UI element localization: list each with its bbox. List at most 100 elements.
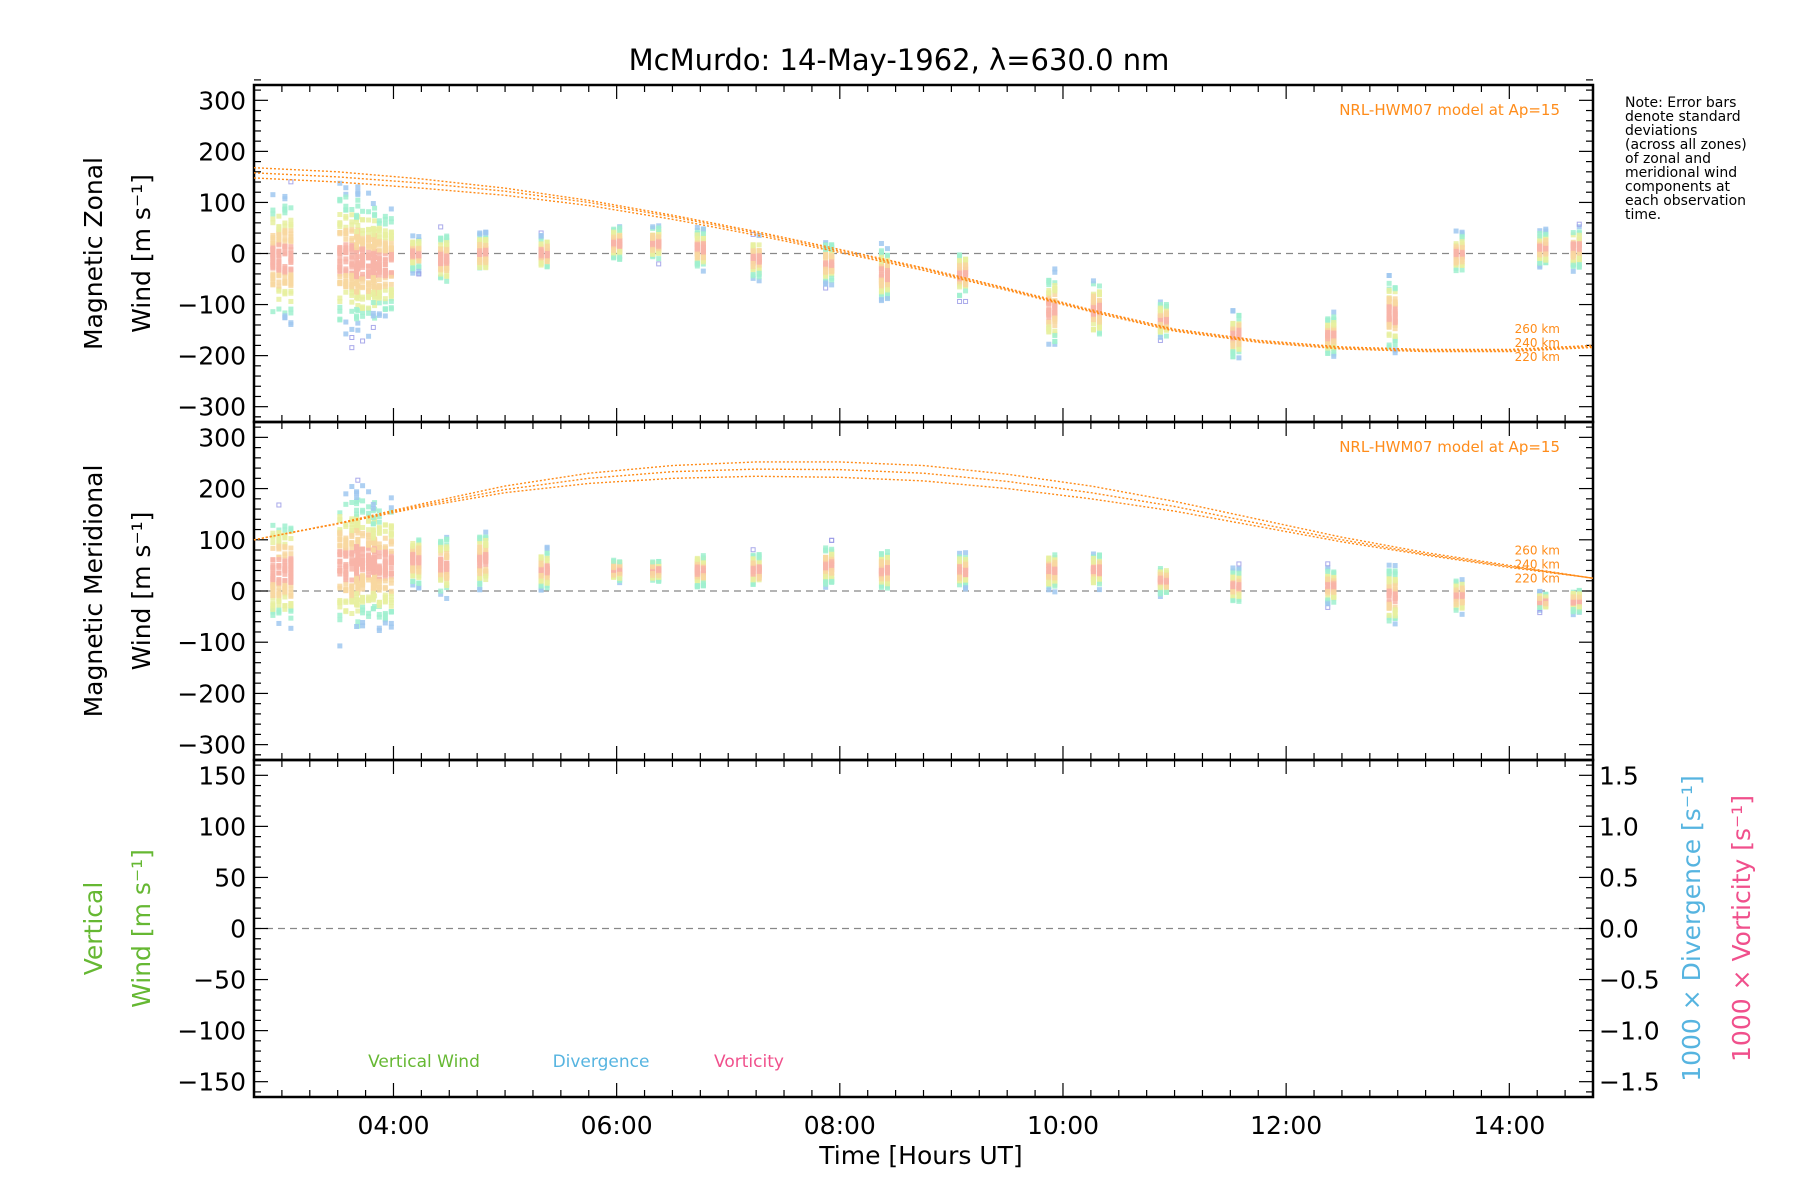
observation-sample bbox=[694, 556, 700, 562]
observation-sample bbox=[349, 248, 355, 254]
observation-sample bbox=[650, 241, 656, 247]
observation-sample bbox=[416, 550, 422, 556]
observation-sample bbox=[538, 555, 544, 561]
observation-sample bbox=[282, 223, 288, 229]
observation-sample bbox=[884, 277, 890, 283]
observation-sample bbox=[343, 256, 349, 262]
observation-sample bbox=[477, 568, 483, 574]
observation-sample bbox=[370, 243, 376, 249]
observation-sample bbox=[354, 511, 360, 517]
observation-sample bbox=[276, 242, 282, 248]
observation-sample bbox=[1392, 613, 1398, 619]
observation-sample bbox=[544, 245, 550, 251]
observation-sample bbox=[444, 258, 450, 264]
observation-sample bbox=[360, 577, 366, 583]
observation-sample bbox=[544, 263, 550, 269]
observation-sample bbox=[270, 273, 276, 279]
observation-sample bbox=[370, 521, 376, 527]
observation-sample bbox=[349, 592, 355, 598]
observation-sample bbox=[355, 619, 361, 625]
observation-sample bbox=[878, 572, 884, 578]
observation-sample bbox=[337, 597, 343, 603]
observation-sample bbox=[337, 604, 343, 610]
observation-sample bbox=[343, 491, 349, 497]
observation-sample bbox=[483, 529, 489, 535]
observation-sample bbox=[366, 510, 372, 516]
observation-sample bbox=[1163, 303, 1169, 309]
observation-sample bbox=[376, 265, 382, 271]
observation-sample bbox=[1576, 232, 1582, 238]
observation-sample bbox=[337, 251, 343, 257]
observation-sample bbox=[343, 215, 349, 221]
observation-sample bbox=[360, 498, 366, 504]
observation-sample bbox=[477, 556, 483, 562]
observation-sample bbox=[1163, 589, 1169, 595]
observation-sample bbox=[1096, 314, 1102, 320]
observation-sample bbox=[1537, 264, 1543, 270]
observation-sample bbox=[382, 549, 388, 555]
observation-sample bbox=[370, 576, 376, 582]
observation-sample bbox=[354, 507, 360, 513]
observation-sample bbox=[1325, 322, 1331, 328]
observation-sample bbox=[1236, 327, 1242, 333]
observation-sample bbox=[282, 584, 288, 590]
observation-sample bbox=[1570, 268, 1576, 274]
observation-sample bbox=[337, 308, 343, 314]
observation-sample bbox=[355, 608, 361, 614]
y-axis-title-line1: Vertical bbox=[79, 882, 108, 976]
observation-sample bbox=[270, 309, 276, 315]
observation-sample bbox=[276, 260, 282, 266]
observation-sample bbox=[276, 252, 282, 258]
observation-sample bbox=[1157, 589, 1163, 595]
observation-sample bbox=[355, 587, 361, 593]
observation-sample bbox=[366, 568, 372, 574]
observation-sample bbox=[276, 273, 282, 279]
observation-sample bbox=[878, 288, 884, 294]
observation-sample bbox=[366, 333, 372, 339]
y-tick-label: 300 bbox=[198, 86, 246, 115]
observation-sample bbox=[354, 279, 360, 285]
observation-sample bbox=[544, 565, 550, 571]
observation-sample bbox=[288, 267, 294, 273]
observation-sample bbox=[349, 255, 355, 261]
observation-sample bbox=[1386, 579, 1392, 585]
observation-sample bbox=[957, 258, 963, 264]
observation-sample bbox=[354, 528, 360, 534]
observation-sample bbox=[355, 184, 361, 190]
observation-sample bbox=[376, 247, 382, 253]
observation-sample bbox=[1090, 326, 1096, 332]
observation-sample bbox=[382, 228, 388, 234]
observation-sample bbox=[343, 537, 349, 543]
observation-sample bbox=[1392, 320, 1398, 326]
observation-sample bbox=[288, 250, 294, 256]
y-axis-title-line2: Wind [m s⁻¹] bbox=[127, 174, 156, 333]
observation-sample bbox=[349, 345, 355, 351]
observation-sample bbox=[349, 292, 355, 298]
observation-sample bbox=[366, 289, 372, 295]
observation-sample bbox=[438, 556, 444, 562]
observation-sample bbox=[1537, 604, 1543, 610]
observation-sample bbox=[1157, 585, 1163, 591]
observation-sample bbox=[957, 252, 963, 258]
y-tick-label: 300 bbox=[198, 423, 246, 452]
observation-sample bbox=[349, 566, 355, 572]
observation-sample bbox=[343, 229, 349, 235]
observation-sample bbox=[1052, 574, 1058, 580]
observation-sample bbox=[376, 625, 382, 631]
observation-sample bbox=[756, 253, 762, 259]
observation-sample bbox=[288, 255, 294, 261]
model-curve bbox=[253, 468, 1594, 579]
observation-sample bbox=[1046, 556, 1052, 562]
observation-sample bbox=[270, 602, 276, 608]
observation-sample bbox=[1325, 329, 1331, 335]
observation-sample bbox=[1090, 580, 1096, 586]
y-tick-label: −100 bbox=[177, 1017, 246, 1046]
y-tick-label: −200 bbox=[177, 679, 246, 708]
observation-sample bbox=[343, 319, 349, 325]
observation-sample bbox=[416, 569, 422, 575]
observation-sample bbox=[1543, 226, 1549, 232]
y-tick-label: 0 bbox=[230, 240, 246, 269]
observation-sample bbox=[270, 282, 276, 288]
observation-sample bbox=[416, 574, 422, 580]
